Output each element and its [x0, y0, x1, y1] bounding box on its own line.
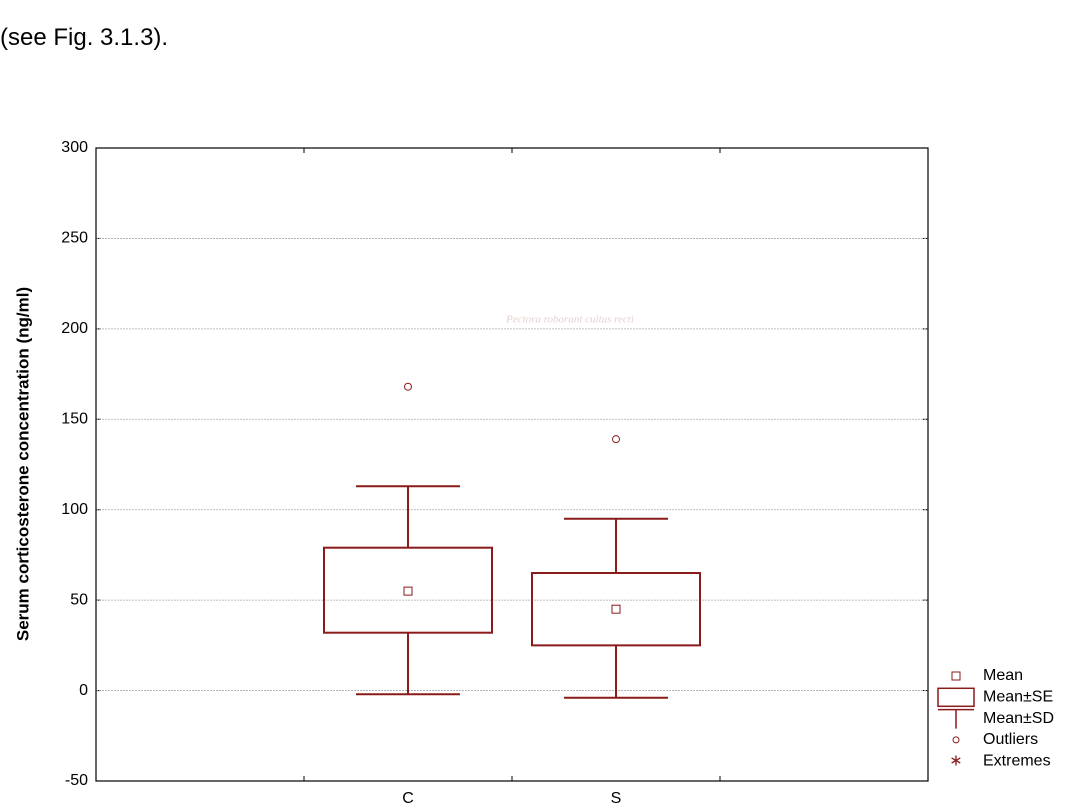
- legend-label: Mean: [983, 667, 1023, 684]
- legend-label: Outliers: [983, 731, 1038, 748]
- legend-label: Extremes: [983, 752, 1051, 769]
- watermark: Pectora roborant cultus recti: [505, 314, 634, 326]
- chart: Pectora roborant cultus recti Serum cort…: [0, 0, 1080, 809]
- legend-label: Mean±SD: [983, 710, 1054, 727]
- plot-frame: [96, 148, 928, 781]
- y-tick-label: 150: [61, 411, 88, 428]
- y-axis-label: Serum corticosterone concentration (ng/m…: [13, 287, 32, 641]
- legend-symbol: [953, 737, 959, 743]
- outlier: [613, 436, 620, 443]
- se-box: [324, 548, 492, 633]
- mean-marker: [404, 587, 412, 595]
- y-tick-label: 300: [61, 139, 88, 156]
- page: (see Fig. 3.1.3). Pectora roborant cultu…: [0, 0, 1080, 809]
- se-box: [532, 573, 700, 645]
- y-tick-label: 50: [70, 591, 88, 608]
- legend-label: Mean±SE: [983, 689, 1053, 706]
- outlier: [405, 383, 412, 390]
- y-tick-label: -50: [65, 772, 88, 789]
- legend-symbol: ∗: [949, 752, 962, 769]
- x-tick-label: C: [402, 790, 414, 807]
- legend-symbol: [938, 688, 974, 706]
- y-tick-label: 100: [61, 501, 88, 518]
- legend-symbol: [952, 672, 960, 680]
- y-tick-label: 250: [61, 230, 88, 247]
- x-tick-label: S: [611, 790, 622, 807]
- y-tick-label: 200: [61, 320, 88, 337]
- mean-marker: [612, 605, 620, 613]
- y-tick-label: 0: [79, 682, 88, 699]
